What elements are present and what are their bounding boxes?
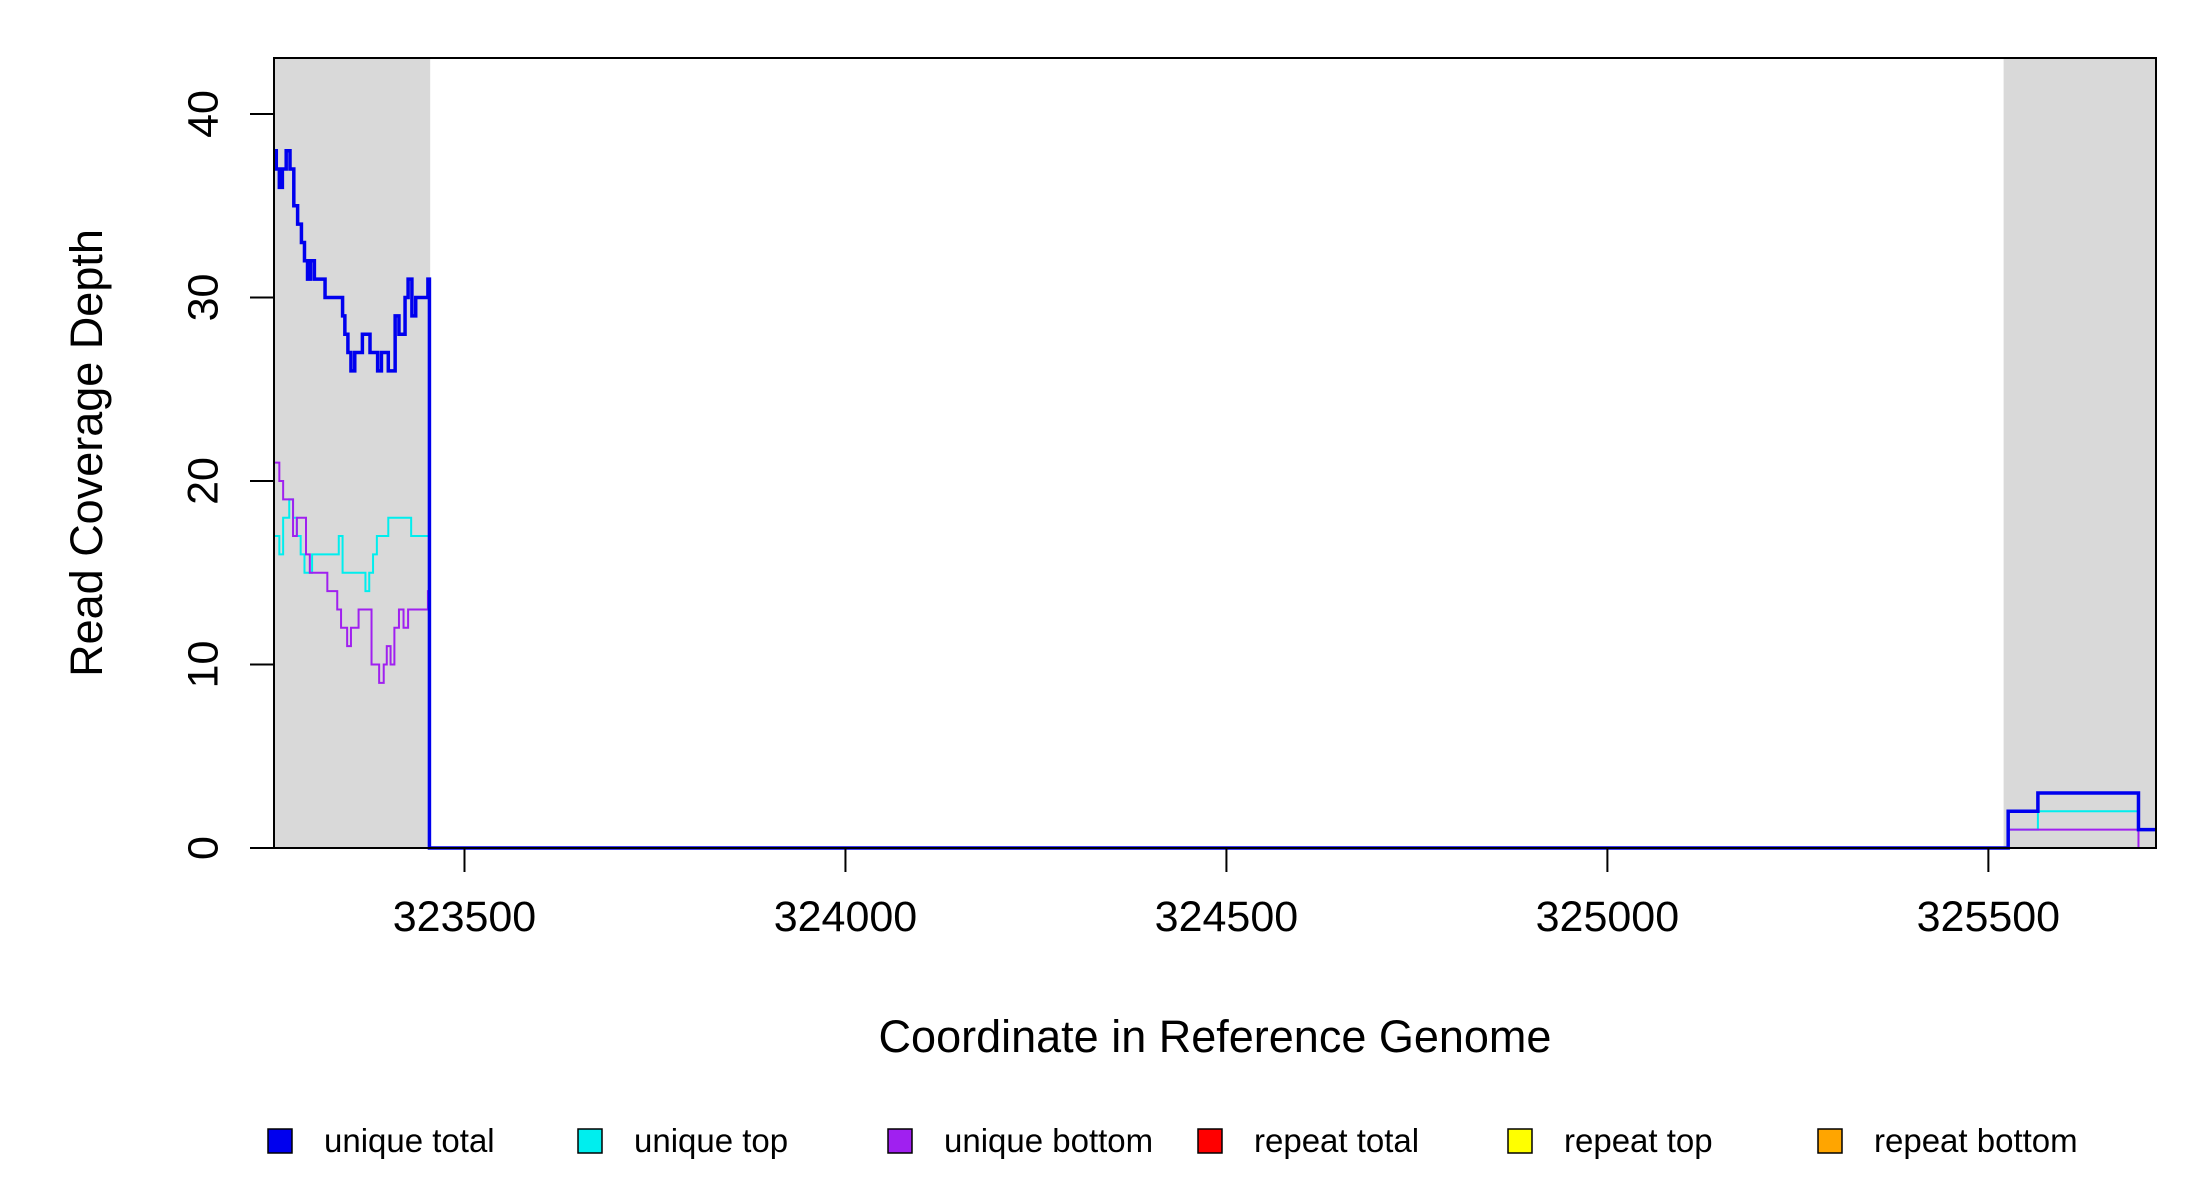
legend-label: repeat top: [1564, 1122, 1713, 1159]
legend-swatch: [1507, 1128, 1533, 1154]
y-tick-label: 40: [179, 90, 227, 138]
legend-item-repeat-total: repeat total: [1197, 1122, 1419, 1159]
legend-swatch: [267, 1128, 293, 1154]
legend-item-repeat-bottom: repeat bottom: [1817, 1122, 2078, 1159]
plot-frame: [273, 57, 2157, 849]
legend-label: unique total: [324, 1122, 495, 1159]
legend: unique total unique top unique bottom repea…: [267, 1122, 2078, 1159]
x-tick-label: 325000: [1536, 893, 1680, 941]
series-unique-total: [274, 148, 2156, 850]
legend-label: unique bottom: [944, 1122, 1153, 1159]
shaded-regions: [274, 58, 2156, 848]
legend-label: repeat total: [1254, 1122, 1419, 1159]
legend-label: repeat bottom: [1874, 1122, 2078, 1159]
series-unique-bottom: [274, 461, 2156, 849]
series-unique-top: [274, 498, 2156, 849]
legend-item-unique-bottom: unique bottom: [887, 1122, 1153, 1159]
x-tick-label: 325500: [1917, 893, 2061, 941]
x-tick-label: 323500: [393, 893, 537, 941]
y-tick-label: 30: [179, 274, 227, 322]
x-tick-label: 324500: [1155, 893, 1299, 941]
y-tick-label: 10: [179, 641, 227, 689]
legend-item-unique-total: unique total: [267, 1122, 495, 1159]
legend-swatch: [887, 1128, 913, 1154]
legend-swatch: [1197, 1128, 1223, 1154]
y-tick-label: 0: [179, 836, 227, 860]
shaded-region-2: [2003, 58, 2156, 848]
x-axis-title: Coordinate in Reference Genome: [879, 1011, 1552, 1062]
axes: 323500 324000 324500 325000 325500 0 10 20 30 40: [179, 90, 2060, 941]
y-tick-label: 20: [179, 457, 227, 505]
series-lines: [274, 148, 2156, 850]
shaded-region-1: [274, 58, 431, 848]
legend-item-repeat-top: repeat top: [1507, 1122, 1713, 1159]
legend-label: unique top: [634, 1122, 788, 1159]
x-tick-label: 324000: [774, 893, 918, 941]
legend-item-unique-top: unique top: [577, 1122, 788, 1159]
legend-swatch: [1817, 1128, 1843, 1154]
legend-swatch: [577, 1128, 603, 1154]
y-axis-title: Read Coverage Depth: [61, 229, 112, 677]
